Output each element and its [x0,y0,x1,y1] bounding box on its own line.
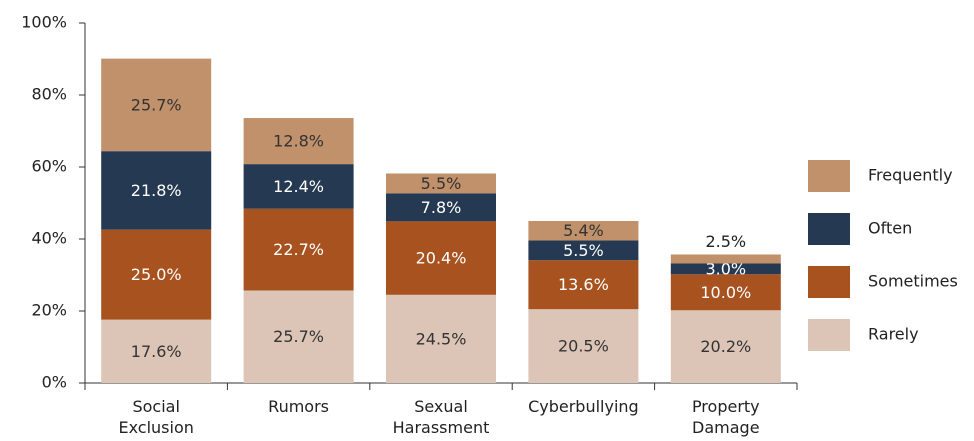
x-tick-label: Sexual Harassment [393,397,490,437]
x-tick-label-line: Exclusion [119,418,194,437]
value-label: 20.4% [416,249,467,268]
value-label: 22.7% [273,240,324,259]
value-label: 10.0% [700,283,751,302]
legend-label: Sometimes [868,272,958,291]
x-tick-label-line: Damage [692,418,760,437]
x-tick-label-line: Sexual [414,397,468,416]
x-tick-label: Property Damage [692,397,760,437]
y-tick-label: 20% [31,301,67,320]
value-label: 12.4% [273,177,324,196]
legend-label: Rarely [868,325,919,344]
x-tick-label: Cyberbullying [528,397,639,416]
bar-segment [101,229,212,320]
y-tick-label: 80% [31,85,67,104]
value-label: 21.8% [131,181,182,200]
value-label: 20.5% [558,337,609,356]
y-tick-label: 100% [21,13,67,32]
bar-segment [243,118,354,165]
legend-swatch [808,213,850,245]
legend-swatch [808,160,850,192]
bar-segment [528,240,639,261]
bar-segment [243,208,354,291]
x-tick-label-line: Property [692,397,760,416]
bar-segment [101,151,212,230]
bar-segment [386,294,496,383]
y-tick-label: 0% [42,373,67,392]
bar-segment [101,319,212,383]
value-label: 13.6% [558,275,609,294]
legend-label: Frequently [868,166,953,185]
bar-segment [243,164,354,209]
x-tick-label-line: Social [132,397,179,416]
x-tick-label-line: Harassment [393,418,490,437]
value-label: 3.0% [705,259,746,278]
value-label: 5.4% [563,221,604,240]
y-tick-label: 40% [31,229,67,248]
value-label: 25.7% [131,95,182,114]
value-label: 7.8% [421,198,462,217]
bar-segment [386,173,496,194]
bar-segment [101,58,212,152]
value-label: 5.5% [421,174,462,193]
value-label: 24.5% [416,329,467,348]
legend-swatch [808,319,850,351]
x-tick-label: Social Exclusion [119,397,194,437]
bar-segment [528,221,639,241]
bar-segment [670,263,781,275]
bar-segment [386,221,496,295]
value-label: 2.5% [705,232,746,251]
bar-segment [670,254,781,264]
value-label: 12.8% [273,132,324,151]
value-label: 25.7% [273,327,324,346]
value-label: 5.5% [563,241,604,260]
bar-segment [528,260,639,310]
legend-swatch [808,266,850,298]
bar-segment [670,310,781,383]
bar-segment [386,193,496,222]
x-tick-label-line: Cyberbullying [528,397,639,416]
bar-segment [243,290,354,383]
bar-segment [528,309,639,383]
value-label: 20.2% [700,337,751,356]
value-label: 17.6% [131,342,182,361]
x-tick-label-line: Rumors [268,397,329,416]
x-tick-label: Rumors [268,397,329,416]
value-label: 25.0% [131,265,182,284]
bar-segment [670,274,781,311]
legend-label: Often [868,219,912,238]
y-tick-label: 60% [31,157,67,176]
